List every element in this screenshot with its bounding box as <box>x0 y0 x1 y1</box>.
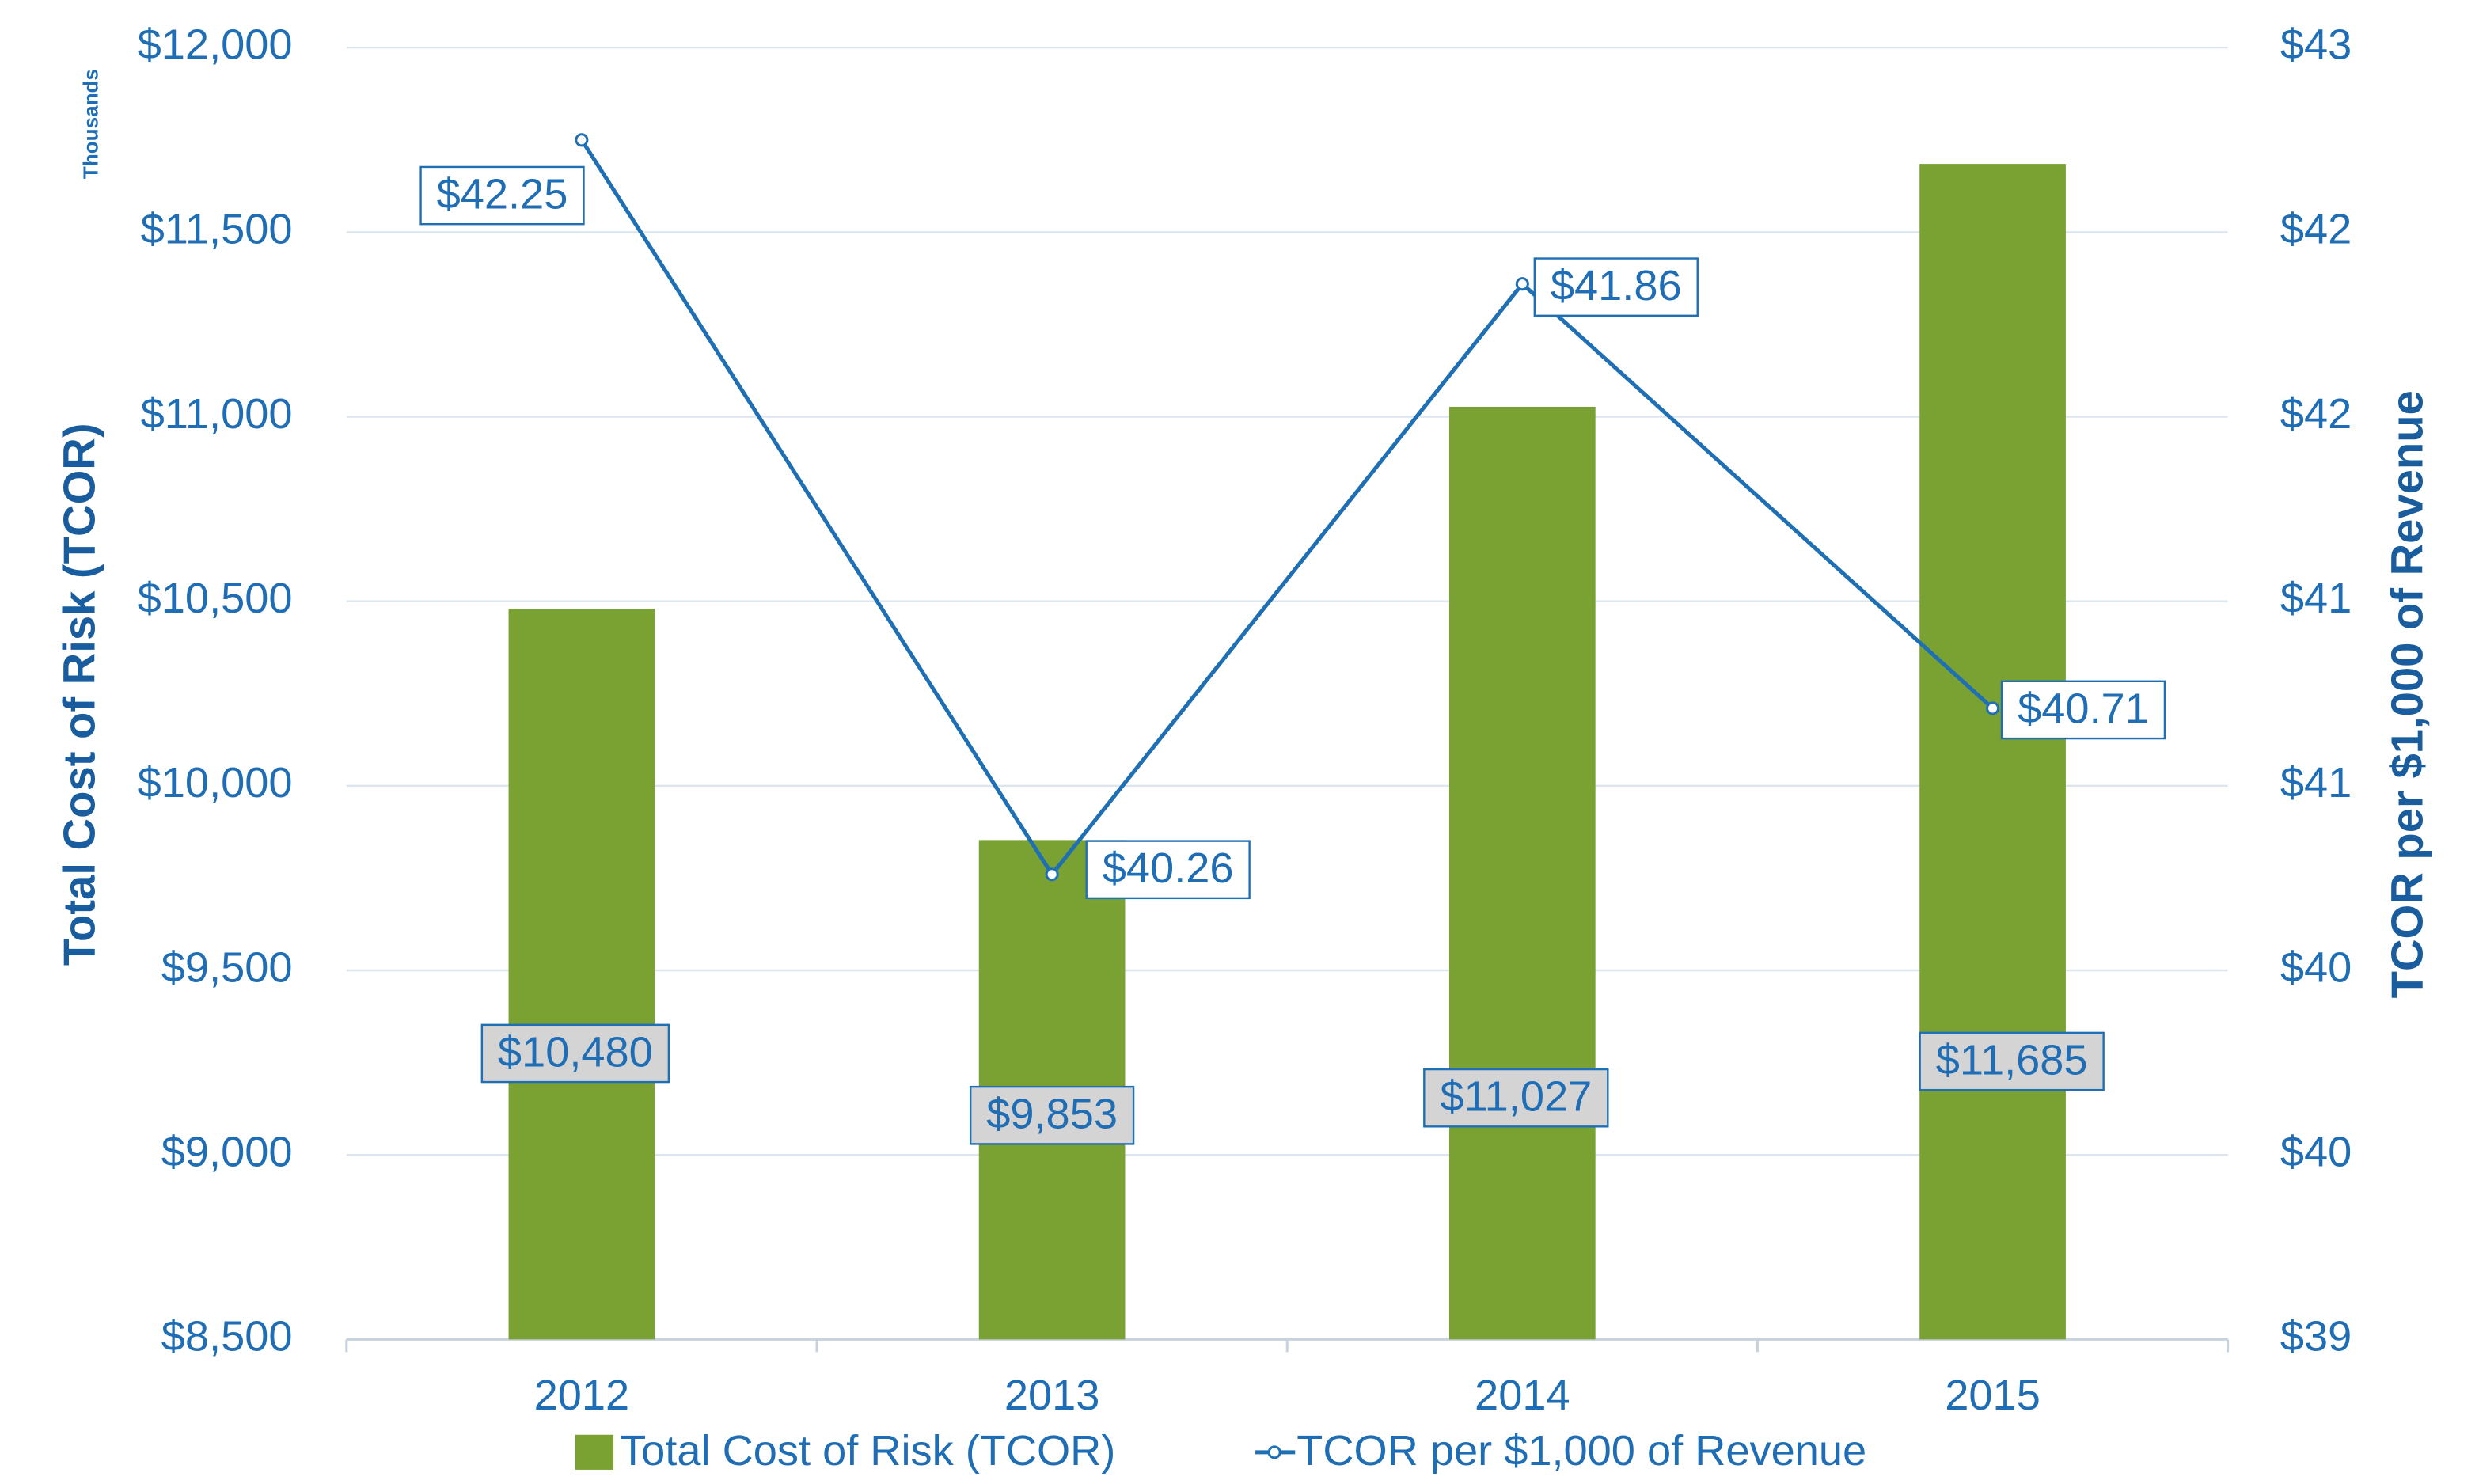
line-marker <box>1515 277 1529 291</box>
bar-data-label: $10,480 <box>498 1028 653 1076</box>
bar-data-label-box <box>1423 1068 1609 1128</box>
bar-data-label: $9,853 <box>986 1091 1118 1138</box>
y2-tick-label: $42 <box>2280 206 2352 253</box>
legend-label: TCOR per $1,000 of Revenue <box>1296 1427 1866 1475</box>
y2-tick-label: $40 <box>2280 943 2352 991</box>
line-data-label: $40.26 <box>1103 844 1234 892</box>
bar-data-label-group: $11,685 <box>1919 1031 2105 1091</box>
y2-tick-label: $41 <box>2280 575 2352 622</box>
line-data-label-box <box>419 165 585 226</box>
line-data-label-box <box>1085 840 1251 900</box>
bar <box>508 609 655 1340</box>
line-data-label-box <box>1533 257 1699 317</box>
x-tick-label: 2015 <box>1945 1372 2041 1419</box>
bar-data-label-box <box>480 1023 670 1084</box>
x-tick-label: 2012 <box>534 1372 630 1419</box>
y-tick-label: $9,000 <box>161 1128 293 1175</box>
y2-tick-label: $43 <box>2280 21 2352 69</box>
bar-data-label-group: $10,480 <box>480 1023 670 1084</box>
line-marker <box>1986 701 2000 715</box>
bar-data-label-group: $11,027 <box>1423 1068 1609 1128</box>
line-data-label: $40.71 <box>2018 685 2149 732</box>
y-tick-label: $11,500 <box>141 206 293 253</box>
y-tick-label: $11,000 <box>141 390 293 438</box>
bar-data-label: $11,685 <box>1936 1036 2088 1084</box>
y-unit-label: Thousands <box>78 69 102 179</box>
y-tick-label: $10,500 <box>138 575 293 622</box>
y2-tick-label: $39 <box>2280 1313 2352 1361</box>
x-tick-label: 2013 <box>1004 1372 1100 1419</box>
line-marker <box>575 133 589 147</box>
bar-data-label-group: $9,853 <box>969 1085 1135 1145</box>
bar <box>1919 164 2066 1340</box>
line <box>579 139 1995 879</box>
line-data-label-group: $42.25 <box>419 165 585 226</box>
y-tick-label: $8,500 <box>161 1313 293 1361</box>
legend-marker <box>1267 1445 1281 1459</box>
y2-tick-label: $41 <box>2280 759 2352 807</box>
y2-axis-title: TCOR per $1,000 of Revenue <box>2382 390 2432 998</box>
line-marker <box>1045 867 1059 882</box>
line-data-label-group: $41.86 <box>1533 257 1699 317</box>
bar-data-label-box <box>1919 1031 2105 1091</box>
x-tick-label: 2014 <box>1475 1372 1570 1419</box>
y2-tick-label: $40 <box>2280 1128 2352 1175</box>
y-tick-label: $12,000 <box>138 21 293 69</box>
line-data-label: $41.86 <box>1551 262 1682 309</box>
y-axis-title: Total Cost of Risk (TCOR) <box>54 423 104 966</box>
bar-data-label-box <box>969 1085 1135 1145</box>
bar-data-label: $11,027 <box>1440 1072 1592 1120</box>
line-data-label: $42.25 <box>437 170 568 218</box>
y-tick-label: $9,500 <box>161 943 293 991</box>
line-data-label-group: $40.26 <box>1085 840 1251 900</box>
line-data-label-group: $40.71 <box>2000 680 2166 740</box>
legend-swatch <box>575 1434 614 1470</box>
y-tick-label: $10,000 <box>138 759 293 807</box>
line-data-label-box <box>2000 680 2166 740</box>
bar <box>1448 406 1596 1340</box>
legend-label: Total Cost of Risk (TCOR) <box>620 1427 1115 1475</box>
y2-tick-label: $42 <box>2280 390 2352 438</box>
